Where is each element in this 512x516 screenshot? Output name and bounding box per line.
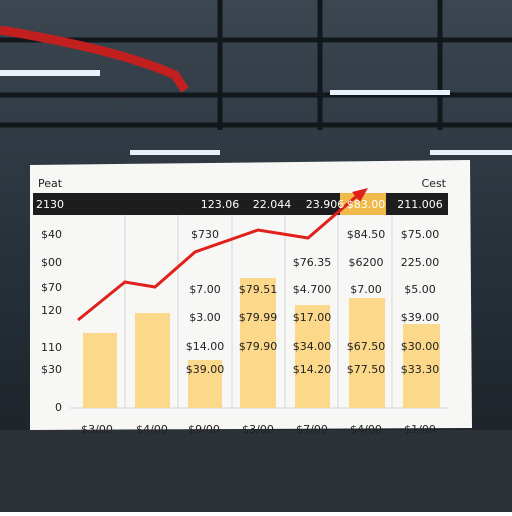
cell-value: $39.00 xyxy=(186,363,225,376)
x-label: $3/00 xyxy=(242,423,274,436)
y-label: 0 xyxy=(55,401,62,414)
cell-value: $7.00 xyxy=(189,283,221,296)
ceiling-beams xyxy=(0,0,512,130)
cell-value: $79.51 xyxy=(239,283,278,296)
cell-value: $79.99 xyxy=(239,311,278,324)
cell-value: 225.00 xyxy=(401,256,440,269)
cell-value: $730 xyxy=(191,228,219,241)
cell-value: $34.00 xyxy=(293,340,332,353)
ceiling-light xyxy=(330,90,450,95)
header-cell: 23.906 xyxy=(306,198,345,211)
cell-value: $67.50 xyxy=(347,340,386,353)
ceiling-light xyxy=(0,70,100,76)
header-cell: 211.006 xyxy=(397,198,443,211)
header-highlight xyxy=(340,193,386,215)
bars xyxy=(83,278,440,408)
trend-arrow xyxy=(352,188,368,202)
cell-value: $77.50 xyxy=(347,363,386,376)
cell-value: $3.00 xyxy=(189,311,221,324)
cell-value: $76.35 xyxy=(293,256,332,269)
header-cell: 2130 xyxy=(36,198,64,211)
y-label: $30 xyxy=(41,363,62,376)
header-cell: 22.044 xyxy=(253,198,292,211)
x-label: $4/00 xyxy=(350,423,382,436)
cell-value: $33.30 xyxy=(401,363,440,376)
cell-value: $6200 xyxy=(349,256,384,269)
floor xyxy=(0,430,512,512)
cell-value: $39.00 xyxy=(401,311,440,324)
y-label: $40 xyxy=(41,228,62,241)
cell-value: $84.50 xyxy=(347,228,386,241)
cell-value: $4.700 xyxy=(293,283,332,296)
y-label: $00 xyxy=(41,256,62,269)
cell-value: $30.00 xyxy=(401,340,440,353)
header-cell: 123.06 xyxy=(201,198,240,211)
cell-value: $75.00 xyxy=(401,228,440,241)
cell-value: $79.90 xyxy=(239,340,278,353)
cell-value: $7.00 xyxy=(350,283,382,296)
trend-line xyxy=(77,193,359,322)
x-label: $7/00 xyxy=(296,423,328,436)
x-label: $4/00 xyxy=(136,423,168,436)
x-label: $3/00 xyxy=(81,423,113,436)
ceiling-light xyxy=(130,150,220,155)
y-label: $70 xyxy=(41,281,62,294)
x-label: $9/00 xyxy=(188,423,220,436)
y-label: 110 xyxy=(41,341,62,354)
corner-left: Peat xyxy=(38,177,63,190)
cell-value: $17.00 xyxy=(293,311,332,324)
corner-right: Cest xyxy=(422,177,447,190)
x-label: $1/00 xyxy=(404,423,436,436)
red-pipe xyxy=(0,25,189,93)
y-label: 120 xyxy=(41,304,62,317)
header-cell: $83.00 xyxy=(347,198,386,211)
cell-value: $14.20 xyxy=(293,363,332,376)
cell-value: $14.00 xyxy=(186,340,225,353)
ceiling-light xyxy=(430,150,512,155)
cell-value: $5.00 xyxy=(404,283,436,296)
